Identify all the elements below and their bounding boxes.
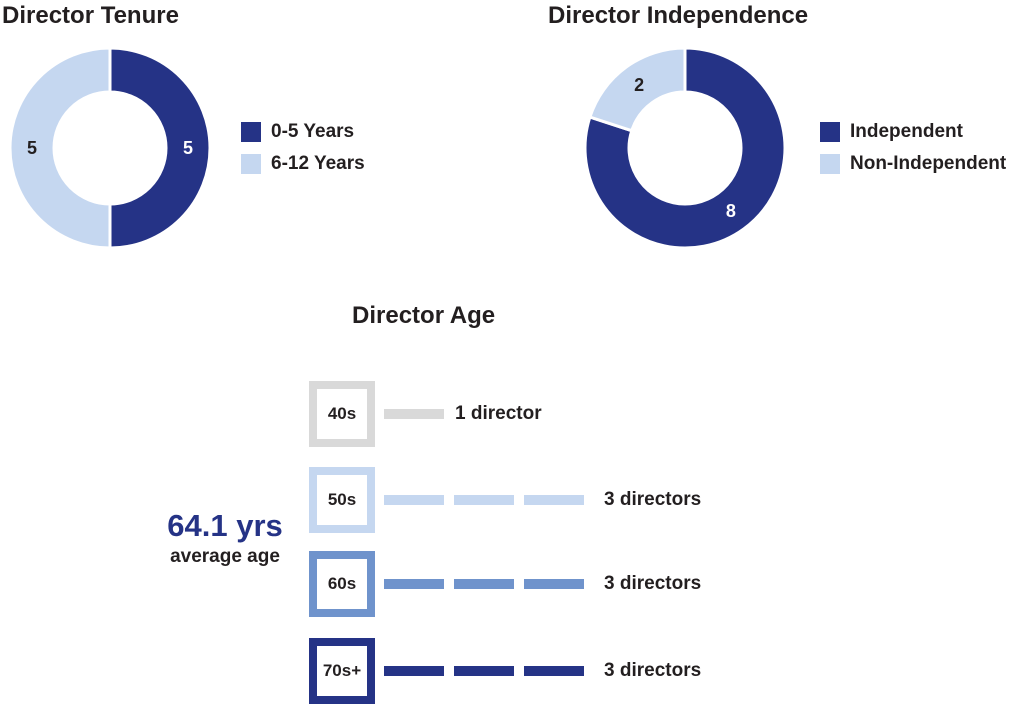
tenure-chart-title: Director Tenure [2, 2, 179, 29]
donut-slice-non-independent [588, 46, 687, 133]
director-dash-50s [384, 495, 444, 505]
director-dash-40s [384, 409, 444, 419]
independence-chart-title: Director Independence [548, 2, 809, 29]
legend-swatch-0-5-years [241, 122, 261, 142]
donut-value-label-6-12-years: 5 [27, 138, 37, 158]
director-dash-70s [454, 666, 514, 676]
director-dash-60s [384, 579, 444, 589]
donut-value-label-0-5-years: 5 [183, 138, 193, 158]
age-chart-title: Director Age [352, 302, 496, 329]
director-dash-70s [524, 666, 584, 676]
legend-swatch-non-independent [820, 154, 840, 174]
age-bracket-40s: 40s [309, 381, 375, 447]
legend-swatch-independent [820, 122, 840, 142]
legend-label-0-5-years: 0-5 Years [271, 121, 355, 142]
legend-label-non-independent: Non-Independent [850, 153, 1007, 174]
legend-item-independent: Independent [820, 116, 1006, 148]
age-bracket-70s: 70s+ [309, 638, 375, 704]
age-count-label-50s: 3 directors [604, 489, 702, 510]
legend-swatch-6-12-years [241, 154, 261, 174]
director-dash-50s [454, 495, 514, 505]
director-dash-60s [454, 579, 514, 589]
donut-slice-independent [583, 46, 787, 250]
director-dash-70s [384, 666, 444, 676]
director-dash-50s [524, 495, 584, 505]
tenure-legend: 0-5 Years 6-12 Years [241, 116, 365, 180]
age-count-label-60s: 3 directors [604, 573, 702, 594]
independence-legend: Independent Non-Independent [820, 116, 1006, 180]
age-bracket-60s: 60s [309, 551, 375, 617]
legend-label-independent: Independent [850, 121, 963, 142]
age-count-label-40s: 1 director [455, 403, 542, 424]
age-bracket-50s: 50s [309, 467, 375, 533]
independence-donut-chart: 82 [583, 46, 787, 250]
age-count-label-70s: 3 directors [604, 660, 702, 681]
legend-item-0-5-years: 0-5 Years [241, 116, 365, 148]
legend-item-non-independent: Non-Independent [820, 148, 1006, 180]
tenure-donut-chart: 55 [8, 46, 212, 250]
donut-value-label-independent: 8 [726, 201, 736, 221]
average-age-caption: average age [170, 546, 280, 567]
legend-label-6-12-years: 6-12 Years [271, 153, 365, 174]
director-dash-60s [524, 579, 584, 589]
donut-slice-6-12-years [8, 46, 112, 250]
average-age-value: 64.1 yrs [167, 508, 283, 543]
donut-value-label-non-independent: 2 [634, 75, 644, 95]
legend-item-6-12-years: 6-12 Years [241, 148, 365, 180]
donut-slice-0-5-years [108, 46, 212, 250]
